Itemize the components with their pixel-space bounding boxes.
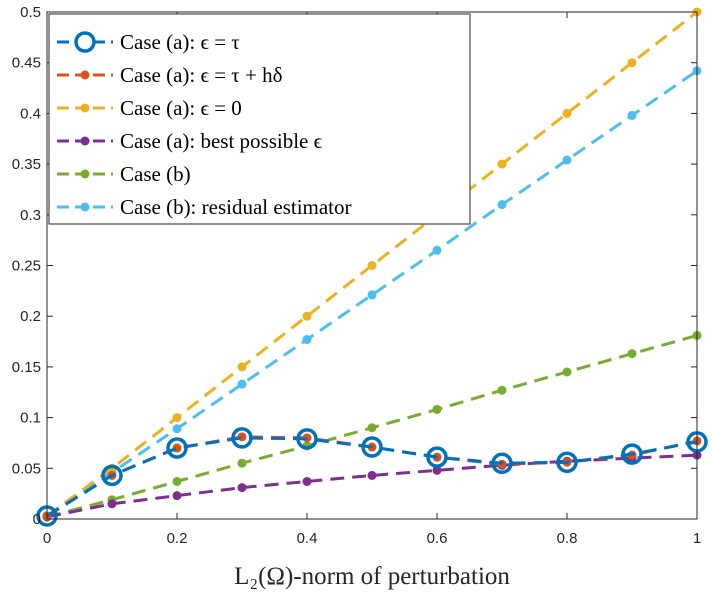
y-tick-label: 0.15: [12, 359, 41, 376]
legend-item: Case (a): ϵ = τ + hδ: [57, 63, 283, 87]
legend-label: Case (b): [120, 162, 191, 186]
legend-item: Case (b): residual estimator: [57, 195, 352, 219]
legend-label: Case (a): ϵ = 0: [120, 96, 242, 120]
legend-item: Case (a): ϵ = 0: [57, 96, 242, 120]
data-point: [172, 424, 182, 434]
y-tick-label: 0.1: [20, 410, 41, 427]
x-tick-label: 0: [43, 530, 51, 547]
data-point: [237, 379, 247, 389]
legend-item: Case (b): [57, 162, 191, 186]
data-point: [562, 108, 572, 118]
data-point: [497, 159, 507, 169]
data-point: [231, 427, 253, 449]
data-point: [367, 290, 377, 300]
y-tick-label: 0.2: [20, 308, 41, 325]
legend-item: Case (a): ϵ = τ: [57, 30, 240, 54]
data-point: [172, 476, 182, 486]
data-point: [166, 437, 188, 459]
legend-label: Case (a): ϵ = τ + hδ: [120, 63, 283, 87]
data-point: [432, 465, 442, 475]
data-point: [302, 335, 312, 345]
data-point: [237, 362, 247, 372]
data-point: [432, 245, 442, 255]
legend-swatch-marker: [80, 103, 90, 113]
y-tick-label: 0.45: [12, 55, 41, 72]
data-point: [432, 404, 442, 414]
y-tick-label: 0.25: [12, 258, 41, 275]
x-tick-label: 0.2: [167, 530, 188, 547]
legend-swatch-marker: [80, 70, 90, 80]
data-point: [172, 491, 182, 501]
legend-label: Case (a): ϵ = τ: [120, 30, 240, 54]
legend-item: Case (a): best possible ϵ: [57, 129, 323, 153]
legend-swatch-marker: [80, 136, 90, 146]
data-point: [367, 261, 377, 270]
legend-swatch-marker: [80, 202, 90, 212]
axis-ticks: 0 0.2 0.4 0.6 0.8 1 0 0.05 0.1 0.15 0.2 0.25 0.3 0.35…: [12, 4, 701, 547]
data-point: [367, 470, 377, 480]
data-point: [497, 200, 507, 210]
data-point: [491, 452, 513, 474]
y-tick-label: 0.05: [12, 460, 41, 477]
y-tick-label: 0: [33, 511, 41, 528]
data-point: [302, 476, 312, 486]
legend-label: Case (b): residual estimator: [120, 195, 352, 219]
data-point: [627, 110, 637, 120]
x-tick-label: 1: [693, 530, 701, 547]
data-point: [367, 423, 377, 433]
data-point: [621, 443, 643, 465]
series-line: [46, 10, 698, 518]
data-point: [627, 58, 637, 68]
y-tick-label: 0.4: [20, 105, 41, 122]
legend-label: Case (a): best possible ϵ: [120, 129, 323, 153]
data-point: [172, 413, 182, 423]
data-point: [237, 458, 247, 468]
data-point: [107, 499, 117, 509]
y-tick-label: 0.3: [20, 207, 41, 224]
y-tick-label: 0.35: [12, 156, 41, 173]
data-point: [296, 428, 318, 450]
x-tick-label: 0.6: [427, 530, 448, 547]
series-layer: [36, 7, 708, 527]
data-point: [562, 367, 572, 377]
data-point: [302, 311, 312, 321]
legend: Case (a): ϵ = τ Case (a): ϵ = τ + hδ Case …: [48, 13, 471, 225]
data-point: [627, 349, 637, 359]
series-line: [46, 436, 698, 518]
data-point: [556, 451, 578, 473]
data-point: [361, 436, 383, 458]
legend-swatch-marker: [80, 169, 90, 179]
data-point: [562, 155, 572, 165]
series-1: [36, 427, 708, 527]
data-point: [426, 446, 448, 468]
x-tick-label: 0.4: [297, 530, 318, 547]
x-axis-label: L₂(Ω)-norm of perturbation: [234, 563, 510, 590]
legend-swatch-marker: [74, 31, 96, 53]
data-point: [237, 483, 247, 493]
y-tick-label: 0.5: [20, 4, 41, 21]
data-point: [497, 385, 507, 395]
legend-box: [48, 13, 471, 225]
x-tick-label: 0.8: [557, 530, 578, 547]
data-point: [101, 464, 123, 487]
